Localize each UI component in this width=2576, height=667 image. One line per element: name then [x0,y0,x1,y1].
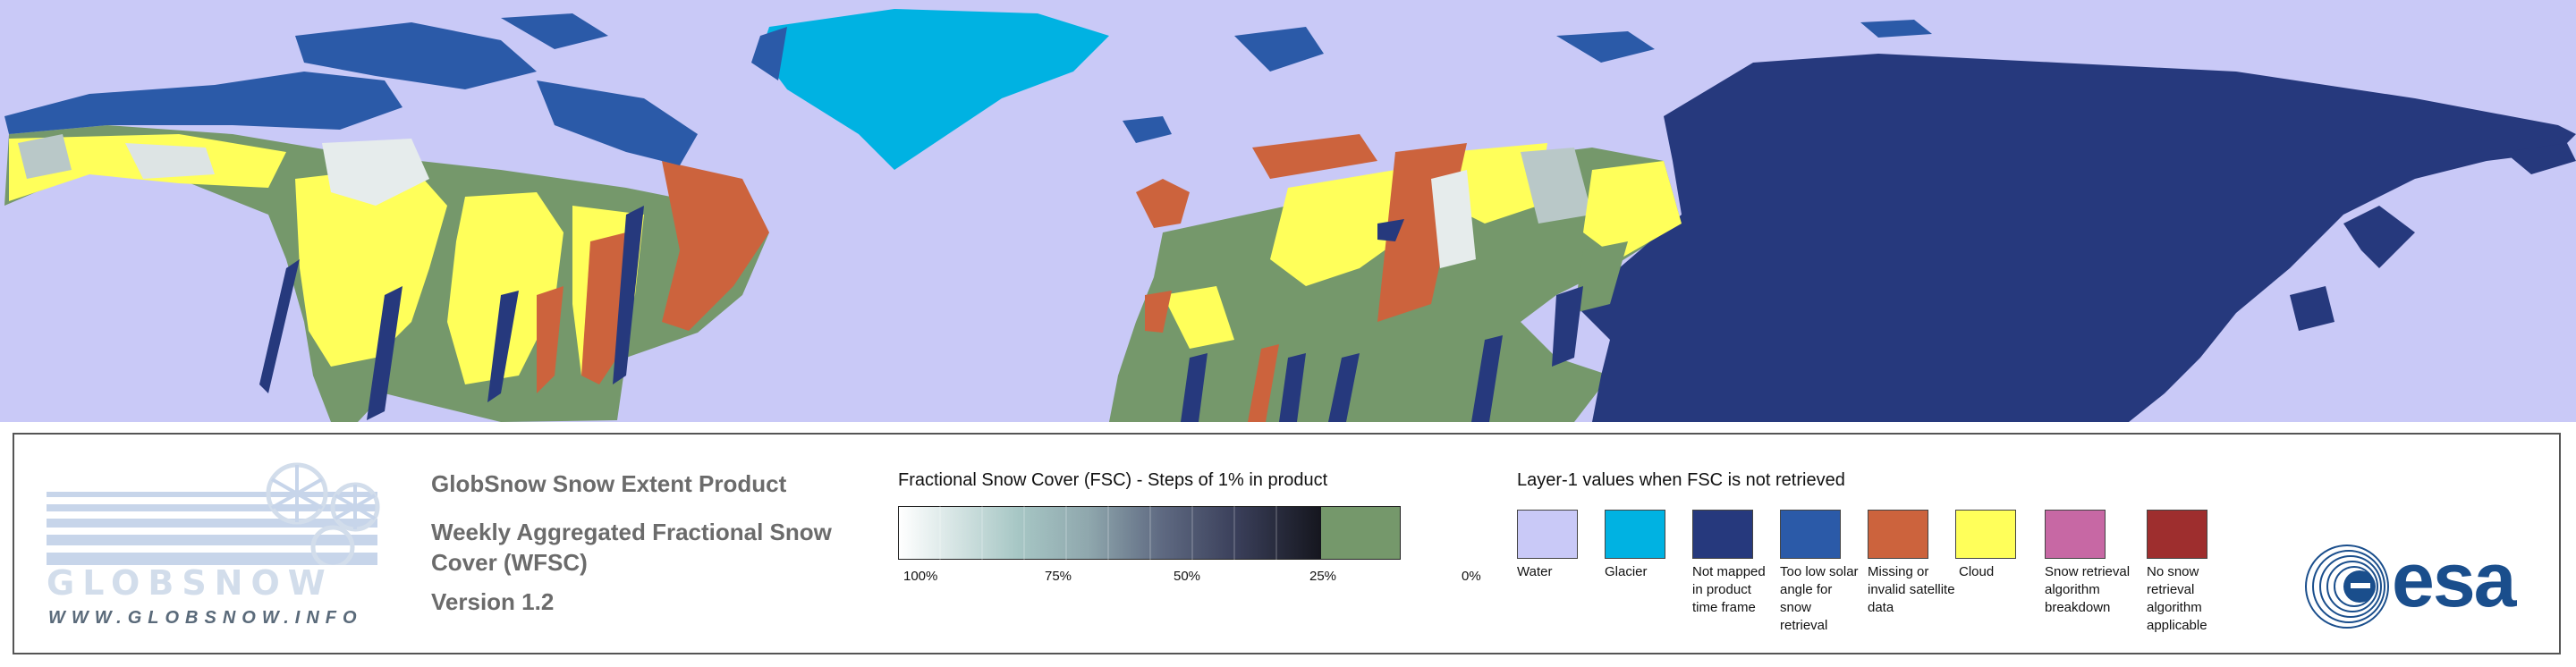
esa-wordmark: esa [2392,537,2516,623]
swatch-low-solar [1780,510,1841,559]
greenland [760,9,1109,170]
label-no-retrieval: No snow retrieval algorithm applicable [2147,564,2207,633]
product-version: Version 1.2 [431,588,555,615]
globsnow-url: WWW.GLOBSNOW.INFO [48,608,363,628]
asia [1552,54,2576,422]
swatch-breakdown [2045,510,2106,559]
swatch-missing [1868,510,1928,559]
label-low-solar: Too low solar angle for snow retrieval [1780,564,1859,633]
fsc-tick-75: 75% [1045,569,1072,584]
swatch-not-mapped [1692,510,1753,559]
fsc-tick-0: 0% [1462,569,1481,584]
globsnow-logo: GLOBSNOW WWW.GLOBSNOW.INFO [38,458,395,637]
label-breakdown: Snow retrieval algorithm breakdown [2045,564,2131,615]
fsc-color-ramp [898,506,1401,560]
fsc-tick-50: 50% [1174,569,1201,584]
fsc-tick-25: 25% [1309,569,1337,584]
label-missing: Missing or invalid satellite data [1868,564,1955,615]
layer1-title: Layer-1 values when FSC is not retrieved [1517,470,1845,490]
swatch-water [1517,510,1578,559]
swatch-no-retrieval [2147,510,2207,559]
snow-cover-map [0,0,2576,422]
europe [1109,134,1682,422]
legend-panel: GLOBSNOW WWW.GLOBSNOW.INFO GlobSnow Snow… [13,433,2561,654]
label-water: Water [1517,564,1553,579]
globsnow-logo-graphic [47,462,380,565]
map-canvas [4,9,2576,422]
fsc-gradient [899,507,1321,559]
label-not-mapped: Not mapped in product time frame [1692,564,1766,615]
swatch-cloud [1955,510,2016,559]
esa-logo: esa [2304,537,2546,631]
label-cloud: Cloud [1959,564,1995,579]
fsc-zero-swatch [1321,507,1400,559]
label-glacier: Glacier [1605,564,1648,579]
fsc-scale-title: Fractional Snow Cover (FSC) - Steps of 1… [898,470,1328,490]
esa-logo-emblem [2305,545,2389,629]
fsc-ramp-gridlines [939,506,1277,560]
globsnow-wordmark: GLOBSNOW [47,563,334,603]
swatch-glacier [1605,510,1665,559]
north-america [4,13,769,422]
product-title: GlobSnow Snow Extent Product [431,470,787,497]
fsc-tick-100: 100% [903,569,938,584]
product-subtitle: Weekly Aggregated Fractional Snow Cover … [431,519,832,576]
